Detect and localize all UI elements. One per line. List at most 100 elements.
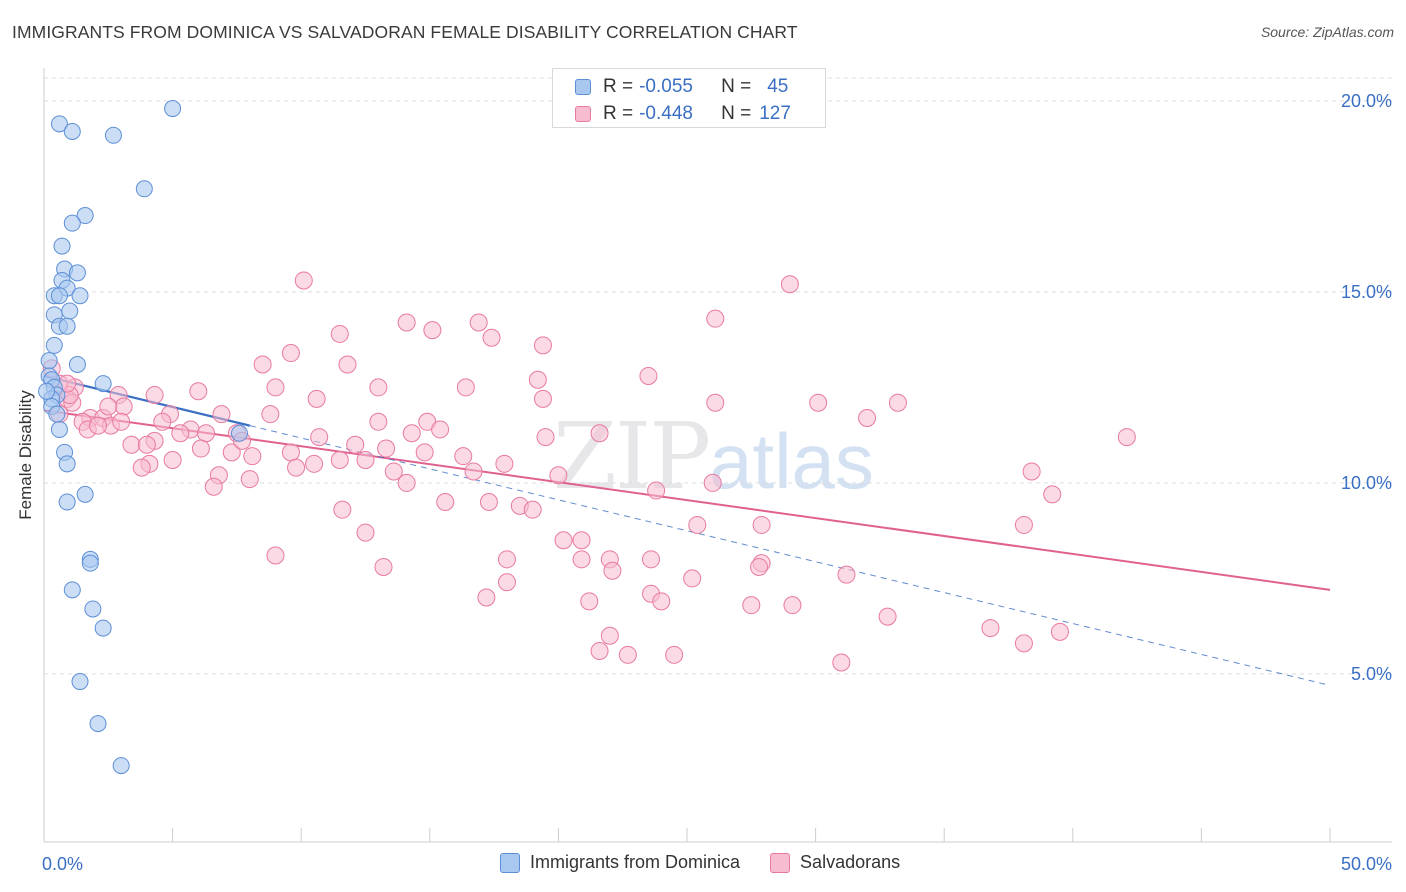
legend-label-salvadorans: Salvadorans: [800, 852, 901, 872]
data-point-salvadorans: [572, 531, 591, 550]
data-point-salvadorans: [809, 393, 828, 412]
legend-item-salvadorans[interactable]: Salvadorans: [770, 852, 900, 873]
data-point-salvadorans: [281, 344, 300, 363]
data-point-dominica: [58, 455, 76, 473]
legend-swatch-blue: [575, 79, 591, 95]
data-point-dominica: [63, 214, 81, 232]
data-point-salvadorans: [307, 389, 326, 408]
data-point-salvadorans: [330, 451, 349, 469]
data-point-dominica: [164, 100, 182, 118]
data-point-salvadorans: [374, 557, 393, 576]
data-point-salvadorans: [356, 523, 375, 542]
data-point-dominica: [81, 554, 99, 572]
y-tick-label: 20.0%: [1341, 91, 1392, 111]
n-value: 127: [759, 103, 791, 124]
data-point-salvadorans: [454, 447, 473, 466]
data-point-dominica: [112, 757, 130, 775]
data-point-salvadorans: [837, 565, 856, 584]
data-point-salvadorans: [145, 386, 164, 405]
data-point-dominica: [63, 581, 81, 599]
data-point-salvadorans: [688, 515, 707, 534]
data-point-salvadorans: [981, 619, 1000, 638]
data-point-salvadorans: [554, 531, 573, 550]
n-label: N =: [721, 103, 752, 124]
data-point-salvadorans: [590, 424, 609, 443]
data-point-salvadorans: [294, 271, 313, 290]
y-tick-label: 10.0%: [1341, 473, 1392, 493]
data-point-salvadorans: [495, 454, 514, 473]
data-point-dominica: [104, 126, 122, 144]
data-point-salvadorans: [281, 443, 300, 462]
legend-item-dominica[interactable]: Immigrants from Dominica: [500, 852, 740, 873]
data-point-dominica: [89, 715, 107, 733]
data-point-salvadorans: [533, 336, 552, 355]
data-point-salvadorans: [222, 443, 241, 462]
x-tick-label-left: 0.0%: [42, 854, 83, 874]
data-point-salvadorans: [477, 588, 496, 607]
data-point-salvadorans: [305, 454, 324, 473]
data-point-salvadorans: [469, 313, 488, 332]
data-point-dominica: [71, 287, 89, 305]
data-point-salvadorans: [415, 443, 434, 462]
data-point-salvadorans: [1014, 634, 1033, 653]
legend-label-dominica: Immigrants from Dominica: [530, 852, 741, 872]
y-tick-label: 5.0%: [1351, 664, 1392, 684]
data-point-salvadorans: [197, 424, 216, 443]
data-point-salvadorans: [549, 466, 568, 485]
n-label: N =: [721, 76, 752, 97]
data-point-salvadorans: [742, 596, 761, 615]
data-point-dominica: [68, 356, 86, 373]
data-point-salvadorans: [832, 653, 851, 672]
data-point-salvadorans: [858, 408, 877, 427]
data-point-salvadorans: [114, 397, 133, 416]
y-tick-label: 15.0%: [1341, 282, 1392, 302]
data-point-salvadorans: [261, 405, 280, 424]
data-point-dominica: [45, 336, 63, 354]
data-point-salvadorans: [497, 550, 516, 569]
data-point-salvadorans: [99, 397, 118, 416]
data-point-salvadorans: [369, 412, 388, 431]
data-point-salvadorans: [163, 451, 182, 469]
data-point-salvadorans: [703, 473, 722, 492]
data-point-salvadorans: [1050, 622, 1069, 641]
data-point-dominica: [63, 122, 81, 140]
series-salvadorans: [42, 271, 1136, 672]
x-tick-labels: 0.0% 50.0%: [42, 854, 1392, 874]
data-point-dominica: [76, 207, 94, 225]
data-point-salvadorans: [137, 435, 156, 454]
data-point-salvadorans: [333, 500, 352, 519]
data-point-salvadorans: [287, 458, 306, 477]
data-point-salvadorans: [464, 462, 483, 481]
r-label: R =: [603, 76, 634, 97]
legend-swatch-pink: [770, 852, 791, 873]
data-point-dominica: [48, 405, 66, 423]
data-point-dominica: [71, 673, 89, 691]
x-tick-label-right: 50.0%: [1341, 854, 1392, 874]
data-point-salvadorans: [482, 328, 501, 347]
data-point-salvadorans: [523, 500, 542, 519]
data-point-salvadorans: [431, 420, 450, 439]
data-point-salvadorans: [338, 355, 357, 374]
trend-line-dominica-extension: [249, 425, 1331, 686]
n-value: 45: [767, 76, 789, 97]
data-point-salvadorans: [397, 313, 416, 332]
data-point-dominica: [58, 493, 76, 511]
data-point-salvadorans: [346, 435, 365, 454]
trend-lines: [43, 374, 1331, 686]
data-point-salvadorans: [750, 557, 769, 576]
data-point-salvadorans: [310, 428, 329, 447]
data-point-dominica: [84, 600, 102, 618]
data-point-dominica: [58, 317, 76, 335]
data-point-dominica: [40, 352, 58, 370]
data-point-dominica: [61, 302, 79, 320]
data-point-salvadorans: [618, 645, 637, 664]
y-axis-label: Female Disability: [16, 390, 35, 520]
r-value: -0.055: [639, 76, 693, 97]
data-point-salvadorans: [1043, 485, 1062, 504]
data-point-salvadorans: [356, 451, 375, 469]
legend-swatch-blue: [500, 852, 520, 873]
legend-row-salvadorans: R = -0.448 N = 127: [575, 103, 791, 125]
data-point-salvadorans: [423, 321, 442, 340]
data-point-dominica: [76, 485, 94, 503]
grid: [44, 77, 1392, 675]
